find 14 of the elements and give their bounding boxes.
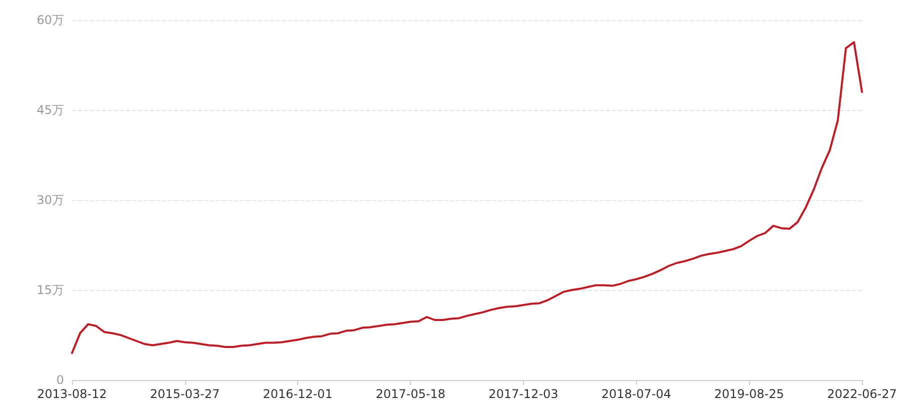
x-tick-label: 2017-12-03 — [488, 387, 558, 400]
y-tick-label: 60万 — [36, 13, 64, 27]
x-tick-label: 2018-07-04 — [601, 387, 672, 400]
x-tick-label: 2019-08-25 — [714, 387, 784, 400]
x-tick-label: 2015-03-27 — [150, 387, 220, 400]
x-tick-label: 2022-06-27 — [827, 387, 897, 400]
x-tick-label: 2013-08-12 — [37, 387, 107, 400]
x-tick-label: 2017-05-18 — [376, 387, 446, 400]
y-tick-label: 45万 — [36, 103, 64, 117]
line-series — [71, 41, 863, 354]
y-tick-label: 30万 — [36, 193, 64, 207]
y-tick-label: 0 — [56, 373, 64, 387]
y-tick-label: 15万 — [36, 283, 64, 297]
x-tick-label: 2016-12-01 — [262, 387, 333, 400]
